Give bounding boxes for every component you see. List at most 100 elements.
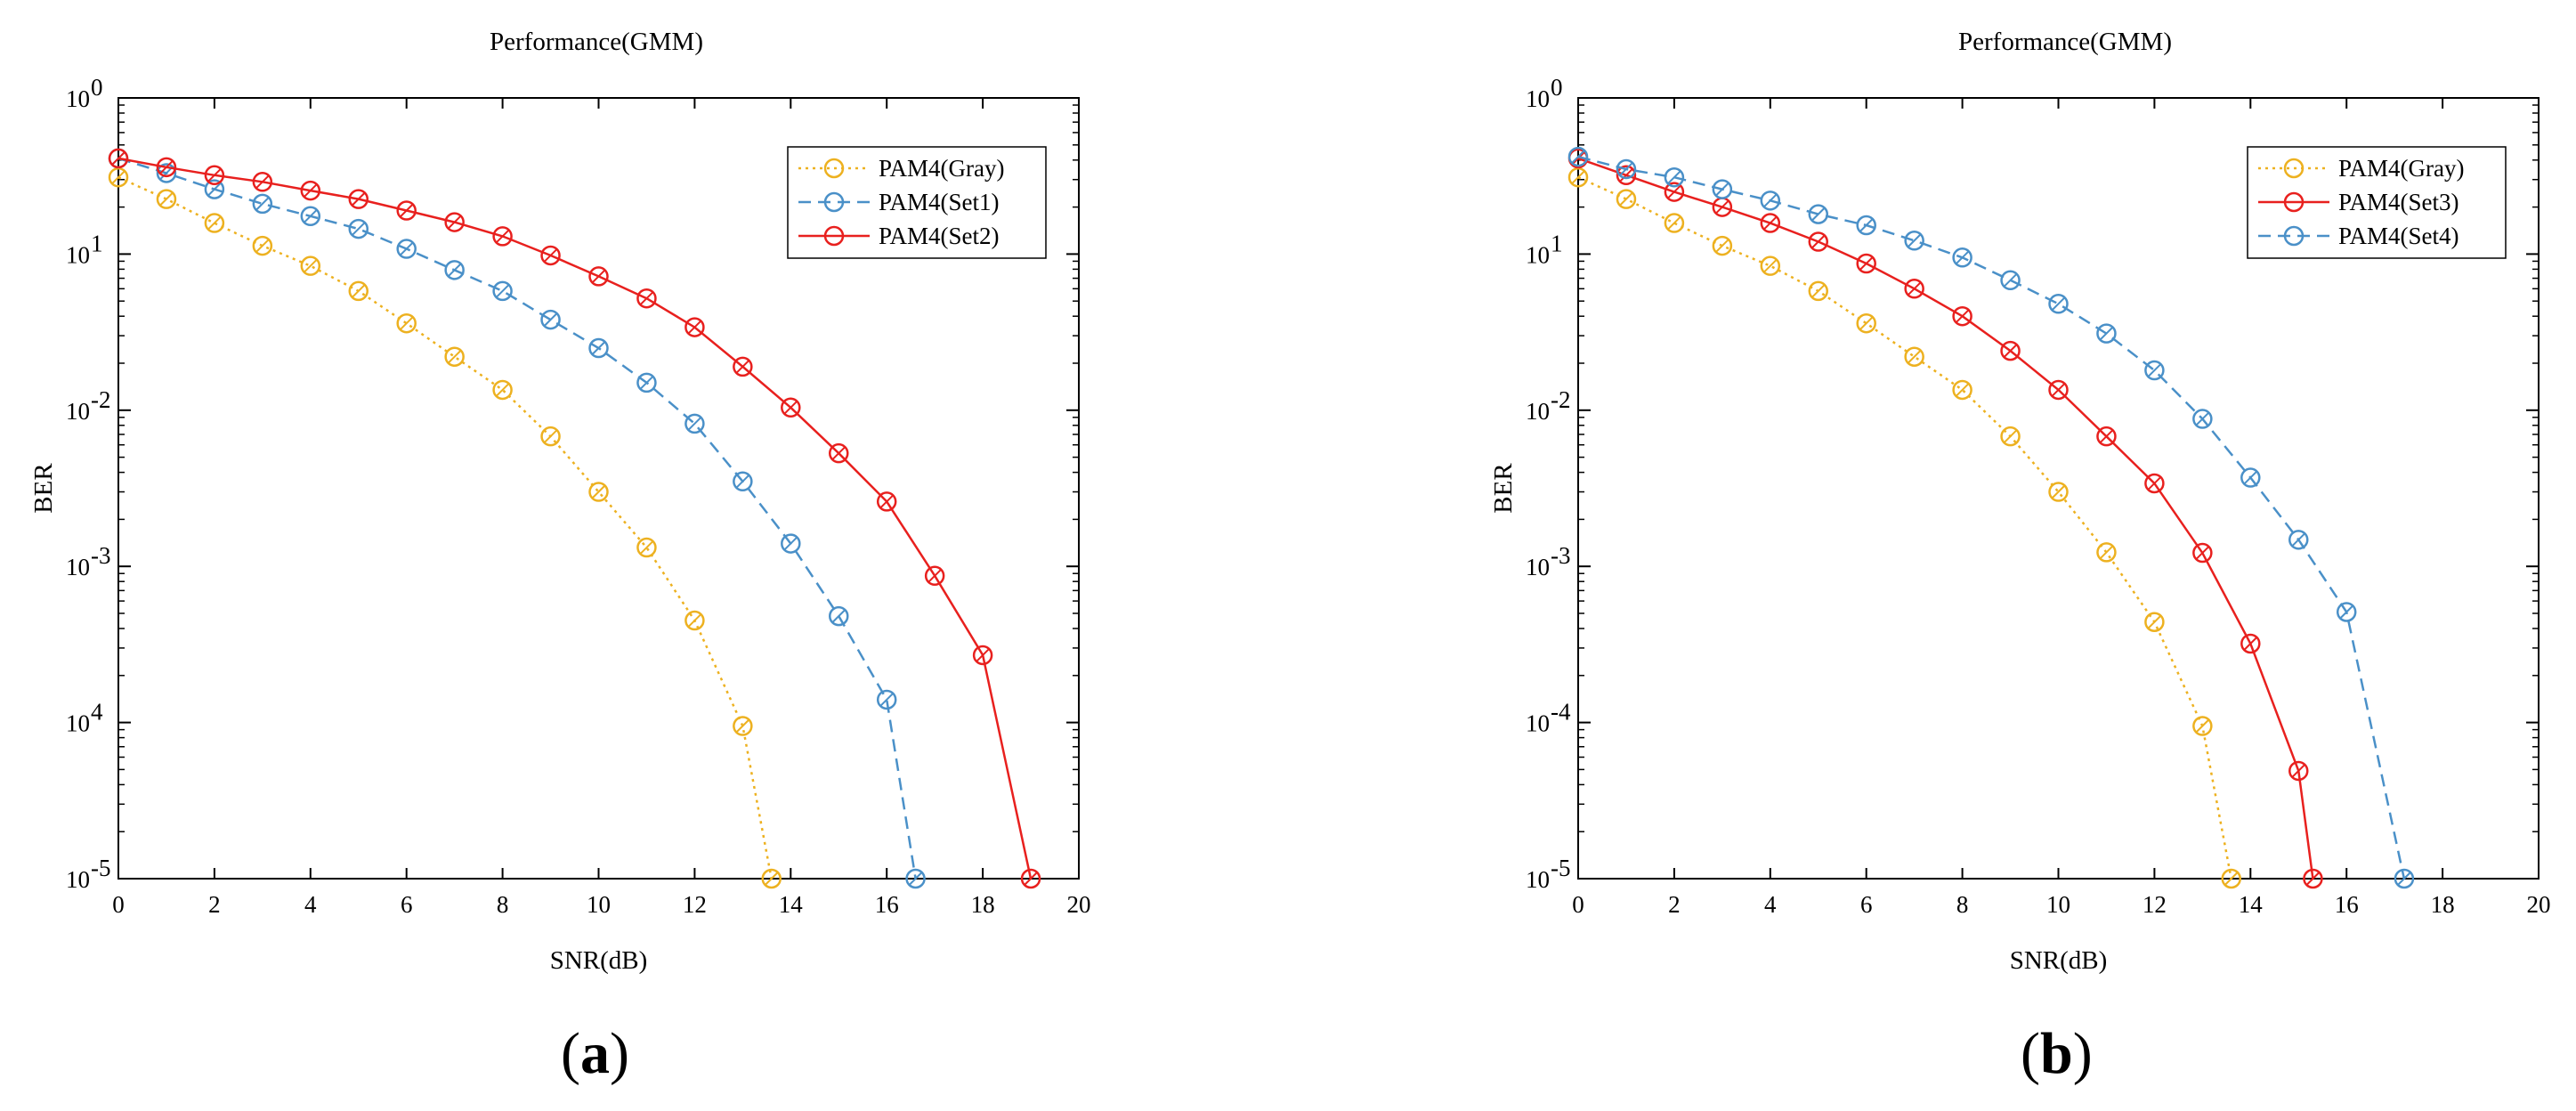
data-point-slash [879, 494, 894, 509]
data-point [540, 245, 561, 266]
panel-label: (b) [2021, 1021, 2093, 1086]
x-tick-label: 14 [2239, 891, 2264, 918]
data-point [636, 372, 657, 393]
series-line [117, 157, 917, 880]
series-line [1577, 155, 2406, 880]
panel-label-letter: b [2040, 1021, 2073, 1086]
data-point [300, 206, 321, 227]
data-point-slash [399, 241, 414, 256]
panel-label-open: ( [2021, 1021, 2040, 1086]
panel-label-letter: a [580, 1021, 610, 1086]
data-point [2144, 360, 2165, 381]
data-point [348, 280, 369, 302]
x-tick-label: 4 [1764, 891, 1777, 918]
data-point-slash [591, 484, 606, 499]
data-point-slash [2003, 344, 2018, 358]
data-point [829, 605, 849, 627]
series-PAM4(Set2) [108, 148, 1041, 889]
data-point [924, 565, 945, 587]
data-point-slash [2195, 546, 2210, 560]
data-point-slash [2291, 532, 2305, 547]
data-point-slash [2147, 615, 2162, 629]
data-point-slash [879, 693, 894, 707]
data-point-slash [1667, 184, 1681, 199]
data-point-slash [207, 182, 222, 197]
data-point-slash [304, 209, 318, 223]
x-tick-label: 14 [779, 891, 804, 918]
y-tick-label: 10 -2 [1526, 386, 1571, 425]
data-point [444, 260, 465, 280]
data-point-slash [207, 168, 222, 182]
x-tick-label: 20 [2527, 891, 2551, 918]
data-point [1952, 379, 1973, 401]
data-point [733, 716, 753, 736]
data-point [1760, 213, 1781, 233]
data-point [156, 163, 177, 183]
x-tick-label: 0 [112, 891, 125, 918]
y-tick-label: 10 -3 [1526, 542, 1571, 580]
legend: PAM4(Gray) PAM4(Set3) PAM4(Set4) [2247, 146, 2507, 259]
series-line [1577, 176, 2232, 880]
y-tick-label: 10 4 [66, 699, 103, 737]
x-tick-label: 8 [1956, 891, 1969, 918]
data-point-slash [447, 215, 462, 230]
data-point-slash [2051, 296, 2066, 312]
data-point [2144, 612, 2165, 632]
legend: PAM4(Gray) PAM4(Set1) PAM4(Set2) [787, 146, 1047, 259]
series-line [117, 157, 1033, 880]
data-point-slash [2099, 326, 2114, 341]
y-tick-exponent: -5 [1551, 855, 1571, 881]
legend-marker [2283, 225, 2305, 247]
data-point [876, 689, 897, 710]
data-point [396, 239, 417, 259]
legend-box [787, 146, 1047, 259]
data-point [1808, 231, 1828, 252]
data-point-slash [304, 258, 318, 273]
data-point-slash [1955, 250, 1970, 265]
y-tick-label: 10 1 [66, 230, 103, 268]
chart-title: Performance(GMM) [490, 28, 703, 56]
data-point [685, 317, 705, 337]
x-tick-label: 10 [2046, 891, 2070, 918]
data-point [1712, 235, 1733, 256]
data-point [108, 148, 129, 169]
data-point-slash [1811, 234, 1826, 249]
data-point-slash [928, 569, 942, 583]
y-axis-label: BER [29, 463, 58, 514]
data-point-slash [831, 446, 846, 460]
data-point-slash [255, 197, 270, 211]
x-tick-label: 10 [587, 891, 611, 918]
legend-entry: PAM4(Set4) [2258, 223, 2459, 249]
data-point-slash [1619, 168, 1633, 182]
data-point [2288, 760, 2309, 782]
data-point-slash [543, 429, 558, 443]
x-tick-label: 20 [1067, 891, 1091, 918]
data-point-slash [304, 183, 318, 198]
data-point-slash [447, 350, 462, 364]
data-point-slash [976, 648, 990, 662]
panel-label-close: ) [610, 1021, 629, 1086]
y-tick-base: 10 [1526, 85, 1550, 112]
data-point-slash [1667, 215, 1681, 231]
data-point-slash [543, 248, 558, 263]
x-tick-label: 2 [1668, 891, 1681, 918]
y-tick-exponent: 1 [1551, 230, 1563, 256]
data-point-slash [352, 222, 366, 236]
data-point [540, 426, 561, 447]
data-point [156, 157, 177, 178]
data-point-slash [2339, 604, 2353, 620]
y-tick-exponent: -3 [1551, 542, 1571, 569]
data-point-slash [687, 417, 702, 431]
data-point [1760, 255, 1781, 276]
legend-label: PAM4(Set1) [879, 189, 1000, 215]
x-tick-label: 12 [2143, 891, 2167, 918]
data-point-slash [111, 170, 126, 184]
data-point [300, 180, 321, 201]
series-PAM4(Gray) [1567, 166, 2241, 889]
y-tick-label: 10 -5 [1526, 855, 1571, 893]
legend-label: PAM4(Gray) [879, 155, 1005, 182]
data-point [300, 255, 321, 276]
data-point-slash [1859, 316, 1874, 330]
data-point-slash [1571, 150, 1585, 164]
